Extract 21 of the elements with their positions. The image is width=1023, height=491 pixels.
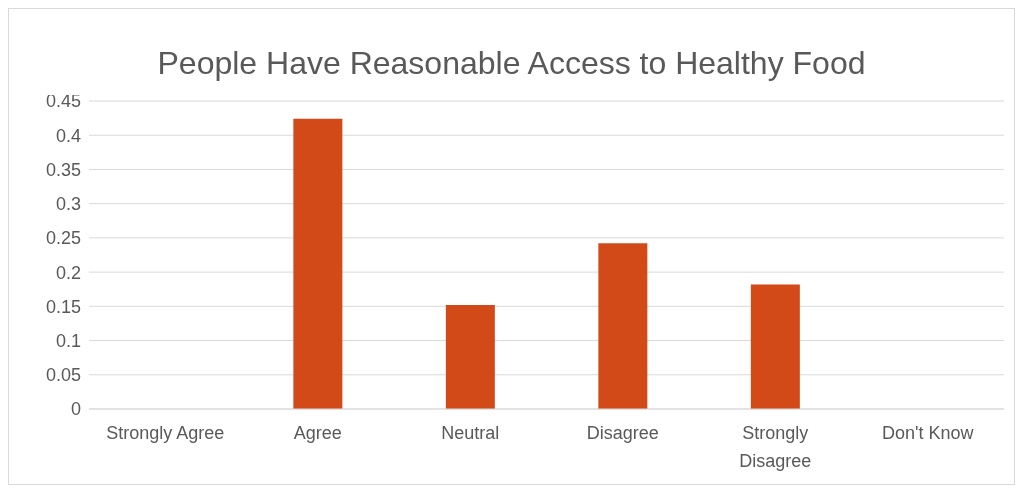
bar — [293, 118, 343, 409]
y-tick-label: 0 — [70, 399, 81, 420]
y-tick-label: 0.05 — [45, 365, 81, 386]
y-tick-label: 0.25 — [45, 228, 81, 249]
y-tick-label: 0.35 — [45, 159, 81, 180]
y-tick-label: 0.15 — [45, 296, 81, 317]
y-tick-label: 0.1 — [55, 330, 81, 351]
bar — [598, 243, 648, 409]
y-tick-label: 0.3 — [55, 194, 81, 215]
y-tick-label: 0.2 — [55, 262, 81, 283]
x-tick-label: Disagree — [586, 423, 659, 443]
x-tick-label: Neutral — [441, 423, 500, 443]
x-tick-label: Don't Know — [882, 423, 975, 443]
x-tick-label: Strongly Agree — [106, 423, 225, 443]
chart-title: People Have Reasonable Access to Healthy Food — [157, 45, 866, 81]
y-tick-label: 0.4 — [55, 125, 81, 146]
y-tick-label: 0.45 — [45, 91, 81, 112]
x-tick-label: Agree — [293, 423, 342, 443]
bar — [445, 304, 495, 409]
x-tick-label: Strongly Disagree — [739, 423, 812, 471]
bar — [750, 284, 800, 409]
